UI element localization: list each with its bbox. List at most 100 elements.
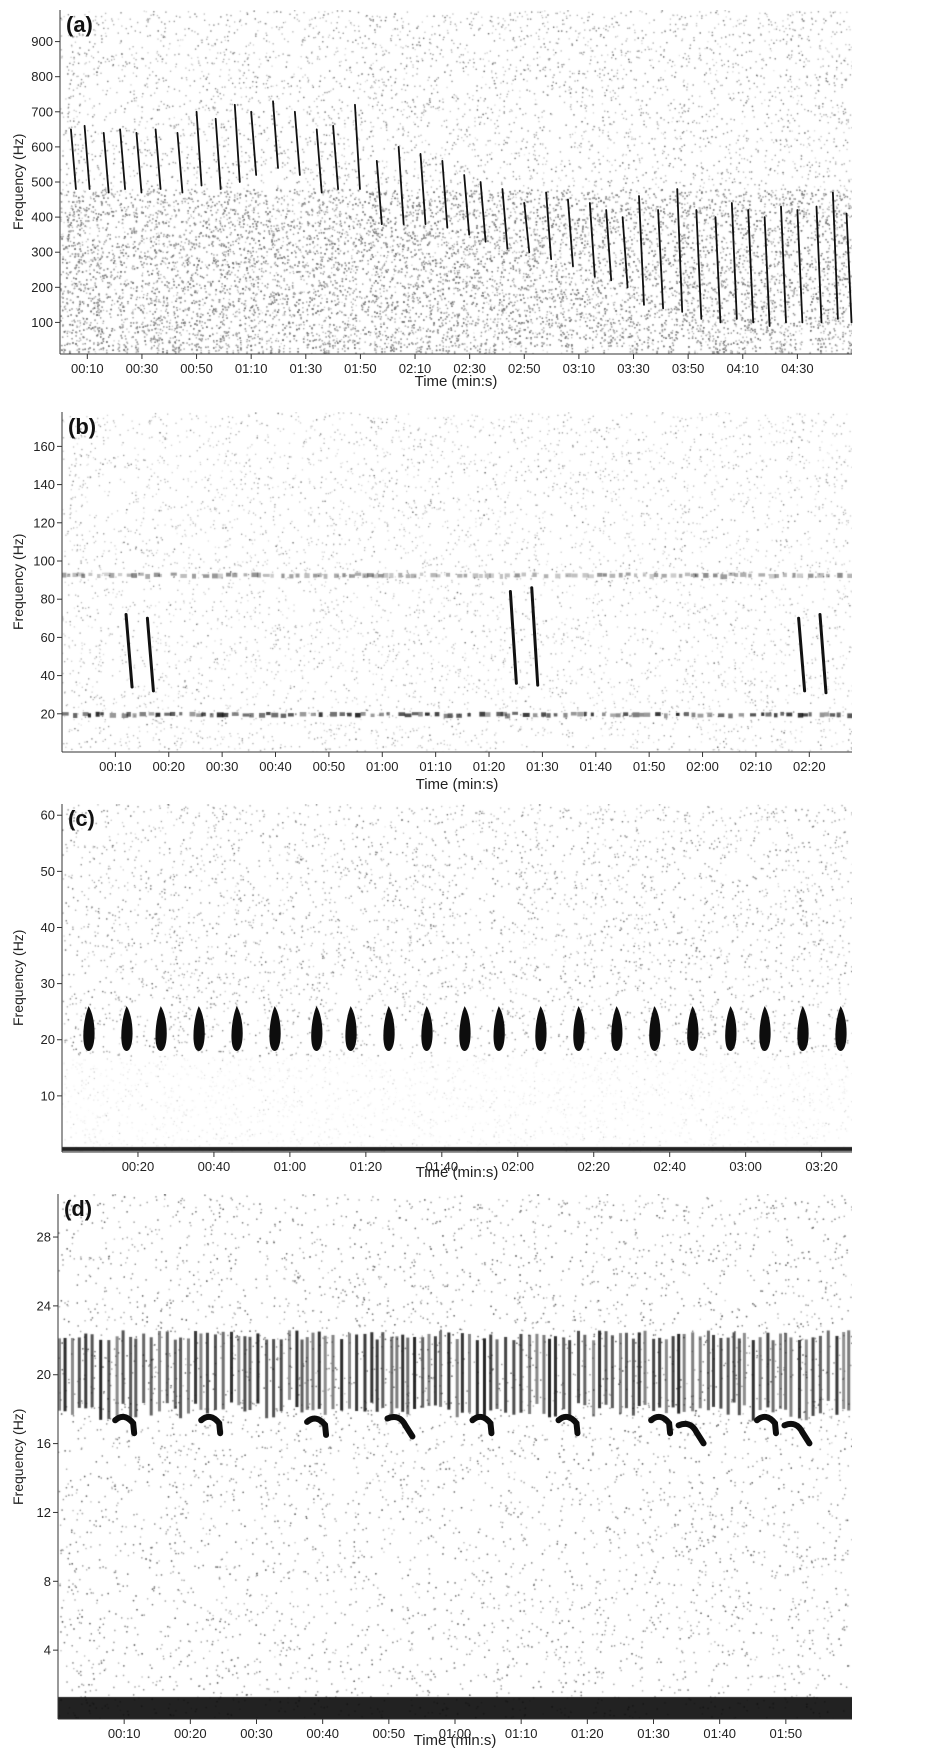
x-tick-label: 03:20 xyxy=(805,1159,838,1174)
y-tick-label: 300 xyxy=(31,245,53,260)
call-mark xyxy=(441,160,449,229)
y-tick-label: 500 xyxy=(31,175,53,190)
x-tick-label: 02:30 xyxy=(453,361,486,376)
call-mark xyxy=(304,1415,330,1438)
x-tick-label: 00:40 xyxy=(198,1159,231,1174)
call-mark xyxy=(573,1006,585,1051)
spectrogram-background xyxy=(62,412,852,752)
call-mark xyxy=(124,612,134,689)
x-tick-label: 01:10 xyxy=(505,1726,538,1741)
x-tick-label: 01:30 xyxy=(290,361,323,376)
x-tick-label: 03:30 xyxy=(617,361,650,376)
x-tick-label: 02:20 xyxy=(577,1159,610,1174)
call-mark xyxy=(588,202,596,278)
call-mark xyxy=(176,131,184,194)
x-tick-label: 00:30 xyxy=(240,1726,273,1741)
panel-letter: (d) xyxy=(64,1196,93,1221)
y-tick-label: 100 xyxy=(33,553,55,568)
spectrogram-background xyxy=(58,1194,852,1719)
call-mark xyxy=(121,1006,133,1051)
call-mark xyxy=(780,205,787,324)
y-tick-label: 20 xyxy=(41,1032,55,1047)
y-tick-label: 50 xyxy=(41,864,55,879)
spectrogram-background xyxy=(60,10,852,354)
x-tick-label: 01:50 xyxy=(633,759,666,774)
call-mark xyxy=(293,110,301,176)
x-tick-label: 01:20 xyxy=(350,1159,383,1174)
call-mark xyxy=(508,590,518,685)
call-mark xyxy=(657,209,664,310)
x-tick-label: 02:10 xyxy=(740,759,773,774)
call-mark xyxy=(545,191,553,261)
x-tick-label: 00:50 xyxy=(180,361,213,376)
call-mark xyxy=(763,216,771,327)
call-mark xyxy=(535,1006,547,1051)
call-mark xyxy=(154,128,162,190)
x-tick-label: 03:10 xyxy=(563,361,596,376)
x-tick-label: 01:50 xyxy=(344,361,377,376)
call-mark xyxy=(384,1414,416,1440)
call-mark xyxy=(523,202,531,254)
x-tick-label: 00:30 xyxy=(126,361,159,376)
x-tick-label: 01:50 xyxy=(770,1726,803,1741)
x-tick-label: 00:50 xyxy=(313,759,346,774)
x-tick-label: 01:00 xyxy=(439,1726,472,1741)
call-mark xyxy=(781,1420,813,1447)
x-tick-label: 00:20 xyxy=(152,759,185,774)
x-tick-label: 03:00 xyxy=(729,1159,762,1174)
y-tick-label: 20 xyxy=(41,706,55,721)
spectrogram-panel-2: 20 40 60 80 100 120 140 160 00:10 00:20 00:30 00:40… xyxy=(0,400,947,796)
y-axis-label: Frequency (Hz) xyxy=(10,133,26,230)
call-mark xyxy=(725,1006,737,1051)
y-axis-label: Frequency (Hz) xyxy=(10,929,26,1026)
x-tick-label: 00:40 xyxy=(306,1726,339,1741)
call-mark xyxy=(605,209,613,282)
call-mark xyxy=(83,124,91,190)
y-tick-label: 200 xyxy=(31,280,53,295)
call-mark xyxy=(383,1006,395,1051)
y-tick-label: 160 xyxy=(33,439,55,454)
spectrogram-panel-3: 10 20 30 40 50 60 00:20 00:40 01:00 01:20 01:40 02:… xyxy=(0,796,947,1188)
x-tick-label: 00:10 xyxy=(108,1726,141,1741)
call-mark xyxy=(269,1006,281,1051)
call-mark xyxy=(193,1006,205,1051)
call-mark xyxy=(747,209,755,324)
x-tick-label: 00:30 xyxy=(206,759,239,774)
x-tick-label: 00:50 xyxy=(373,1726,406,1741)
call-mark xyxy=(815,205,823,324)
call-mark xyxy=(714,216,722,324)
call-mark xyxy=(676,188,684,313)
y-tick-label: 140 xyxy=(33,477,55,492)
call-mark xyxy=(831,191,839,320)
call-mark xyxy=(155,1006,167,1051)
y-tick-label: 40 xyxy=(41,920,55,935)
call-mark xyxy=(621,216,629,289)
call-mark xyxy=(818,612,828,695)
call-mark xyxy=(479,181,487,243)
call-mark xyxy=(272,100,279,169)
call-mark xyxy=(459,1006,471,1051)
x-tick-label: 01:30 xyxy=(637,1726,670,1741)
call-mark xyxy=(469,1413,495,1437)
y-tick-label: 4 xyxy=(44,1643,51,1658)
call-mark xyxy=(195,110,203,187)
x-tick-label: 02:10 xyxy=(399,361,432,376)
x-axis-label: Time (min:s) xyxy=(413,1732,497,1749)
y-tick-label: 30 xyxy=(41,976,55,991)
x-tick-label: 00:10 xyxy=(99,759,132,774)
call-mark xyxy=(675,1420,707,1447)
panel-letter: (a) xyxy=(66,12,93,37)
call-mark xyxy=(315,128,323,194)
call-layer xyxy=(112,1413,813,1447)
y-tick-label: 24 xyxy=(37,1298,51,1313)
x-tick-label: 02:50 xyxy=(508,361,541,376)
x-tick-label: 01:40 xyxy=(426,1159,459,1174)
y-tick-label: 120 xyxy=(33,515,55,530)
x-tick-label: 00:10 xyxy=(71,361,104,376)
call-mark xyxy=(311,1006,323,1051)
call-mark xyxy=(145,616,155,693)
call-mark xyxy=(135,131,143,194)
call-mark xyxy=(214,117,222,190)
x-axis-label: Time (min:s) xyxy=(415,1164,499,1181)
x-tick-label: 01:10 xyxy=(235,361,268,376)
